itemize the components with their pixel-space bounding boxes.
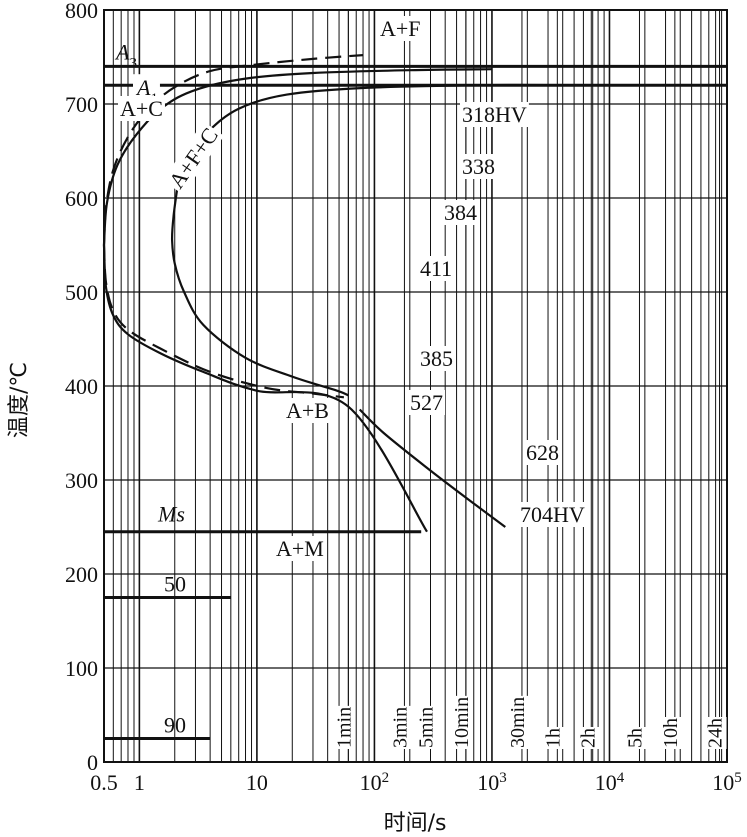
curve-solid-2	[102, 68, 493, 246]
annotation-label-bg	[274, 536, 326, 561]
reference-line-label-ms: Ms	[157, 502, 185, 527]
y-tick-label: 100	[65, 656, 98, 681]
annotations: A+F A+C A+F+C A+B A+M 318HV 338 384 411 …	[7, 16, 587, 836]
curve-solid-6	[358, 408, 506, 528]
hardness-label-527: 527	[410, 390, 443, 415]
x-tick-label: 102	[360, 770, 390, 795]
annotation-label-bg	[162, 121, 225, 195]
annotation-label-bg	[418, 346, 455, 371]
x-tick-label: 0.5	[90, 770, 118, 795]
time-mark-label-5min: 5min	[416, 707, 438, 748]
transformation-curves	[102, 54, 575, 533]
time-mark-label-bg	[624, 727, 647, 749]
curve-solid-3	[102, 244, 428, 533]
x-tick-label: 105	[712, 770, 742, 795]
annotation-label-bg	[378, 16, 423, 41]
time-mark-label-bg	[577, 727, 600, 749]
annotation-label-bg	[460, 102, 529, 127]
time-mark-label-5h: 5h	[624, 728, 646, 748]
y-tick-label: 800	[65, 0, 98, 23]
time-mark-label-10h: 10h	[660, 718, 682, 748]
annotation-label-bg	[524, 440, 561, 465]
time-mark-label-1h: 1h	[542, 728, 564, 748]
annotation-label-bg	[518, 502, 587, 527]
hardness-label-628: 628	[526, 440, 559, 465]
y-tick-label: 700	[65, 92, 98, 117]
x-tick-label: 104	[595, 770, 625, 795]
time-mark-label-bg	[542, 727, 565, 749]
time-mark-label-bg	[415, 705, 438, 749]
hardness-label-411: 411	[420, 256, 452, 281]
time-mark-labels: 1min 3min 5min 10min 30min 1h 2h 5h 10h 24h	[333, 695, 727, 749]
y-tick-label: 600	[65, 186, 98, 211]
time-mark-label-bg	[506, 695, 529, 749]
time-mark-label-bg	[659, 717, 682, 749]
region-label-a-f-c: A+F+C	[164, 123, 223, 193]
y-tick-label: 300	[65, 468, 98, 493]
hardness-label-318hv: 318HV	[462, 102, 527, 127]
x-tick-label: 10	[246, 770, 268, 795]
curve-solid-5	[176, 83, 575, 189]
y-axis-title: 温度/℃	[7, 362, 32, 438]
annotation-label-bg	[284, 398, 331, 423]
curve-solid-4	[170, 188, 349, 397]
time-mark-label-10min: 10min	[451, 697, 473, 748]
reference-line-label-90: 90	[164, 713, 186, 738]
annotation-label-bg	[442, 200, 479, 225]
y-tick-label: 200	[65, 562, 98, 587]
y-tick-label: 0	[87, 750, 98, 775]
hardness-label-385: 385	[420, 346, 453, 371]
annotation-label-bg	[408, 390, 445, 415]
hardness-label-384: 384	[444, 200, 477, 225]
plot-border	[103, 9, 728, 763]
time-mark-label-bg	[450, 695, 473, 749]
hardness-label-338: 338	[462, 154, 495, 179]
grid-layer	[103, 9, 728, 763]
time-mark-label-3min: 3min	[389, 707, 411, 748]
time-mark-label-bg	[704, 717, 727, 749]
hardness-label-704hv: 704HV	[520, 502, 585, 527]
x-tick-label: 103	[477, 770, 506, 795]
annotation-label-bg	[118, 96, 165, 121]
annotation-label-bg	[460, 154, 497, 179]
plot-frame	[103, 9, 728, 763]
region-label-a-b: A+B	[286, 398, 329, 423]
region-label-a-m: A+M	[276, 536, 324, 561]
y-tick-label: 400	[65, 374, 98, 399]
time-mark-label-2h: 2h	[578, 728, 600, 748]
time-mark-label-24h: 24h	[705, 718, 727, 748]
tick-labels: 0 100 200 300 400 500 600 700 800 0.5 1 10 102 103 104…	[65, 0, 742, 795]
x-axis-title: 时间/s	[384, 811, 447, 836]
x-tick-label: 1	[134, 770, 145, 795]
time-mark-label-bg	[333, 705, 356, 749]
region-label-a-c: A+C	[120, 96, 163, 121]
time-mark-label-30min: 30min	[507, 697, 529, 748]
time-mark-label-bg	[389, 705, 412, 749]
region-label-a-f: A+F	[380, 16, 421, 41]
annotation-label-bg	[418, 256, 455, 281]
time-mark-label-1min: 1min	[333, 707, 355, 748]
reference-line-label-50: 50	[164, 572, 186, 597]
y-tick-label: 500	[65, 280, 98, 305]
